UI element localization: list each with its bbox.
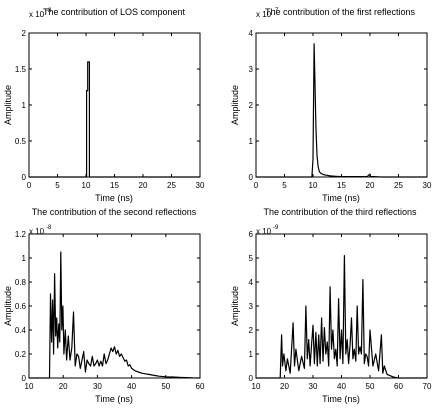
- x-tick-label: 30: [93, 382, 102, 391]
- x-axis-label: Time (ns): [322, 394, 360, 404]
- x-ticks: 10 20 30 40 50 60 70: [252, 234, 432, 391]
- plot-area: [255, 32, 428, 178]
- plot-area: [28, 32, 201, 178]
- x-tick-label: 70: [423, 382, 432, 391]
- y-exponent: -9: [273, 225, 279, 231]
- series-line-0: [256, 43, 427, 178]
- x-tick-label: 20: [59, 382, 68, 391]
- panel-title: The contribution of the second reflectio…: [32, 207, 197, 217]
- x-tick-label: 15: [337, 181, 346, 190]
- series-group: [256, 43, 427, 178]
- y-tick-label: 6: [249, 230, 254, 239]
- series-group: [29, 61, 200, 178]
- y-tick-label: 1: [249, 137, 254, 146]
- x-tick-label: 25: [394, 181, 403, 190]
- series-group: [256, 255, 427, 379]
- series-line-0: [29, 61, 200, 178]
- x-tick-label: 40: [337, 382, 346, 391]
- y-tick-label: 0: [22, 374, 27, 383]
- panel-los: The contribution of LOS component x 10 -…: [3, 7, 205, 203]
- y-tick-label: 0: [249, 374, 254, 383]
- x-tick-label: 15: [110, 181, 119, 190]
- panel-title: The contribution of LOS component: [43, 7, 186, 17]
- x-tick-label: 20: [366, 181, 375, 190]
- y-axis-label: Amplitude: [230, 286, 240, 326]
- y-tick-label: 1.5: [15, 65, 27, 74]
- y-exponent: -7: [273, 8, 279, 14]
- y-tick-label: 3: [249, 65, 254, 74]
- y-exponent-base: x 10: [29, 227, 45, 236]
- y-tick-label: 0.8: [15, 278, 27, 287]
- series-group: [29, 251, 201, 379]
- y-exponent: -8: [46, 8, 52, 14]
- x-tick-label: 30: [196, 181, 205, 190]
- x-axis-label: Time (ns): [95, 193, 133, 203]
- x-tick-label: 10: [309, 181, 318, 190]
- panel-first-reflections: The contribution of the first reflection…: [230, 7, 432, 203]
- x-tick-label: 5: [55, 181, 60, 190]
- y-tick-label: 1: [22, 254, 27, 263]
- y-tick-label: 2: [22, 29, 27, 38]
- y-exponent-base: x 10: [29, 10, 45, 19]
- y-tick-label: 0.6: [15, 302, 27, 311]
- y-tick-label: 5: [249, 254, 254, 263]
- y-tick-label: 1: [22, 101, 27, 110]
- x-tick-label: 60: [196, 382, 205, 391]
- x-tick-label: 30: [423, 181, 432, 190]
- x-axis-label: Time (ns): [95, 394, 133, 404]
- panel-third-reflections: The contribution of the third reflection…: [230, 207, 432, 404]
- series-line-0: [29, 251, 201, 379]
- y-ticks: 0 0.2 0.4 0.6 0.8 1 1.2: [15, 230, 200, 383]
- x-tick-label: 0: [27, 181, 32, 190]
- x-tick-label: 10: [82, 181, 91, 190]
- y-axis-label: Amplitude: [230, 85, 240, 125]
- y-axis-label: Amplitude: [3, 85, 13, 125]
- x-tick-label: 50: [366, 382, 375, 391]
- y-tick-label: 4: [249, 29, 254, 38]
- x-tick-label: 40: [127, 382, 136, 391]
- y-exponent: -8: [46, 225, 52, 231]
- y-tick-label: 1.2: [15, 230, 27, 239]
- y-tick-label: 1: [249, 350, 254, 359]
- y-exponent-base: x 10: [256, 10, 272, 19]
- y-tick-label: 4: [249, 278, 254, 287]
- x-tick-label: 10: [25, 382, 34, 391]
- panel-title: The contribution of the third reflection…: [263, 207, 417, 217]
- series-line-0: [256, 255, 427, 379]
- x-tick-label: 25: [167, 181, 176, 190]
- y-axis-label: Amplitude: [3, 286, 13, 326]
- x-tick-label: 5: [282, 181, 287, 190]
- y-ticks: 0 1 2 3 4 5 6: [249, 230, 427, 383]
- x-tick-label: 0: [254, 181, 259, 190]
- x-tick-label: 60: [394, 382, 403, 391]
- x-tick-label: 10: [252, 382, 261, 391]
- y-tick-label: 0.5: [15, 137, 27, 146]
- x-tick-label: 30: [309, 382, 318, 391]
- x-tick-label: 20: [280, 382, 289, 391]
- y-exponent-base: x 10: [256, 227, 272, 236]
- y-tick-label: 0.2: [15, 350, 27, 359]
- y-tick-label: 2: [249, 101, 254, 110]
- y-tick-label: 0: [249, 173, 254, 182]
- panel-title: The contribution of the first reflection…: [265, 7, 416, 17]
- plot-area: [28, 233, 201, 379]
- x-axis-label: Time (ns): [322, 193, 360, 203]
- y-tick-label: 2: [249, 326, 254, 335]
- y-tick-label: 0: [22, 173, 27, 182]
- panel-second-reflections: The contribution of the second reflectio…: [3, 207, 205, 404]
- y-tick-label: 3: [249, 302, 254, 311]
- x-tick-label: 50: [161, 382, 170, 391]
- y-tick-label: 0.4: [15, 326, 27, 335]
- x-tick-label: 20: [139, 181, 148, 190]
